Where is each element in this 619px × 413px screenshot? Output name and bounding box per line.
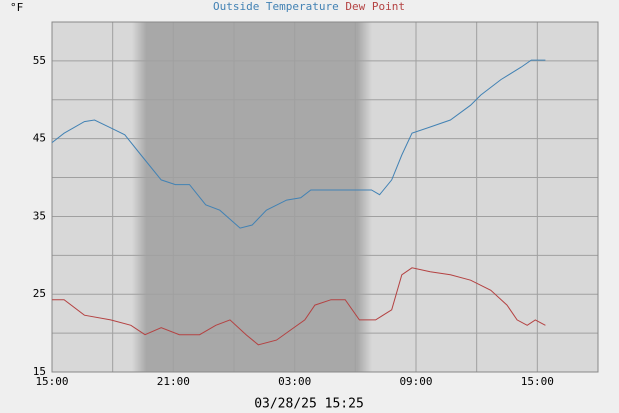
timestamp: 03/28/25 15:25	[254, 397, 364, 412]
series-line	[52, 267, 546, 346]
series-line	[51, 59, 546, 229]
legend-entry: Outside Temperature	[213, 0, 339, 13]
night-shading	[132, 22, 372, 372]
y-tick-label: 55	[33, 54, 46, 67]
plot-border	[51, 21, 599, 373]
y-tick-label: 45	[33, 132, 46, 145]
x-tick-label: 15:00	[35, 375, 68, 388]
x-tick-label: 15:00	[521, 375, 554, 388]
y-tick-label: 35	[33, 209, 46, 222]
legend-entry: Dew Point	[345, 0, 405, 13]
legend: Outside Temperature Dew Point	[213, 0, 405, 13]
x-tick-label: 21:00	[157, 375, 190, 388]
x-tick-label: 09:00	[399, 375, 432, 388]
legend-gap	[339, 0, 346, 13]
x-tick-label: 03:00	[278, 375, 311, 388]
y-tick-label: 15	[33, 365, 46, 378]
y-tick-label: 25	[33, 287, 46, 300]
y-unit: °F	[10, 1, 23, 14]
